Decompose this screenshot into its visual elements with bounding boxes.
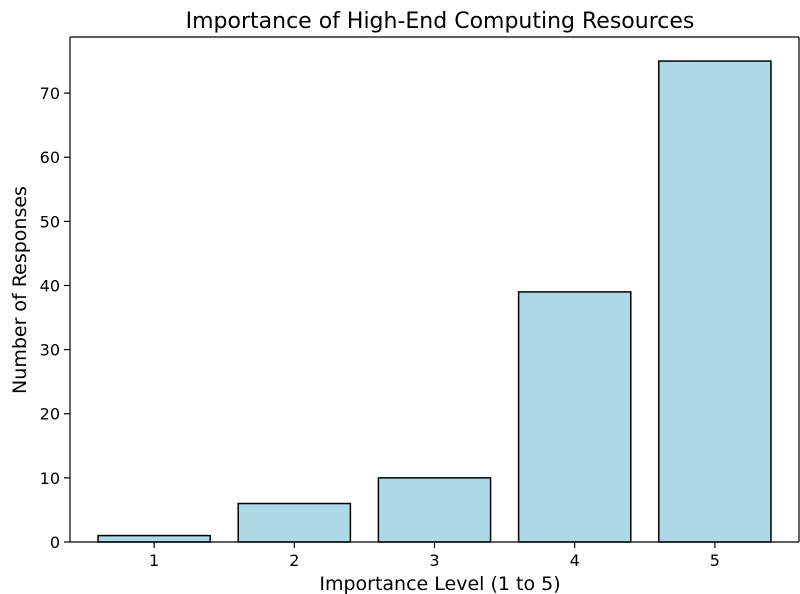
x-tick-label-5: 5 <box>710 551 720 570</box>
bar-2 <box>237 502 352 543</box>
chart-title: Importance of High-End Computing Resourc… <box>186 9 695 34</box>
x-axis-label: Importance Level (1 to 5) <box>319 573 560 594</box>
y-axis-label: Number of Responses <box>9 186 31 394</box>
x-tick-label-1: 1 <box>149 551 159 570</box>
x-tick-label-2: 2 <box>289 551 299 570</box>
y-tick-label-70: 70 <box>40 84 60 103</box>
y-tick-label-50: 50 <box>40 212 60 231</box>
y-tick-label-40: 40 <box>40 276 60 295</box>
bar-4 <box>517 291 632 543</box>
y-tick-label-60: 60 <box>40 148 60 167</box>
y-tick-label-0: 0 <box>50 533 60 552</box>
y-tick-label-30: 30 <box>40 341 60 360</box>
y-tick-label-10: 10 <box>40 469 60 488</box>
bar-1 <box>97 534 211 543</box>
plot-area: 0 10 20 30 40 50 60 70 1 2 3 4 5 <box>40 36 800 570</box>
x-tick-label-4: 4 <box>570 551 580 570</box>
bar-3 <box>377 477 492 543</box>
bar-5 <box>658 60 772 543</box>
y-tick-label-20: 20 <box>40 405 60 424</box>
x-tick-label-3: 3 <box>429 551 439 570</box>
